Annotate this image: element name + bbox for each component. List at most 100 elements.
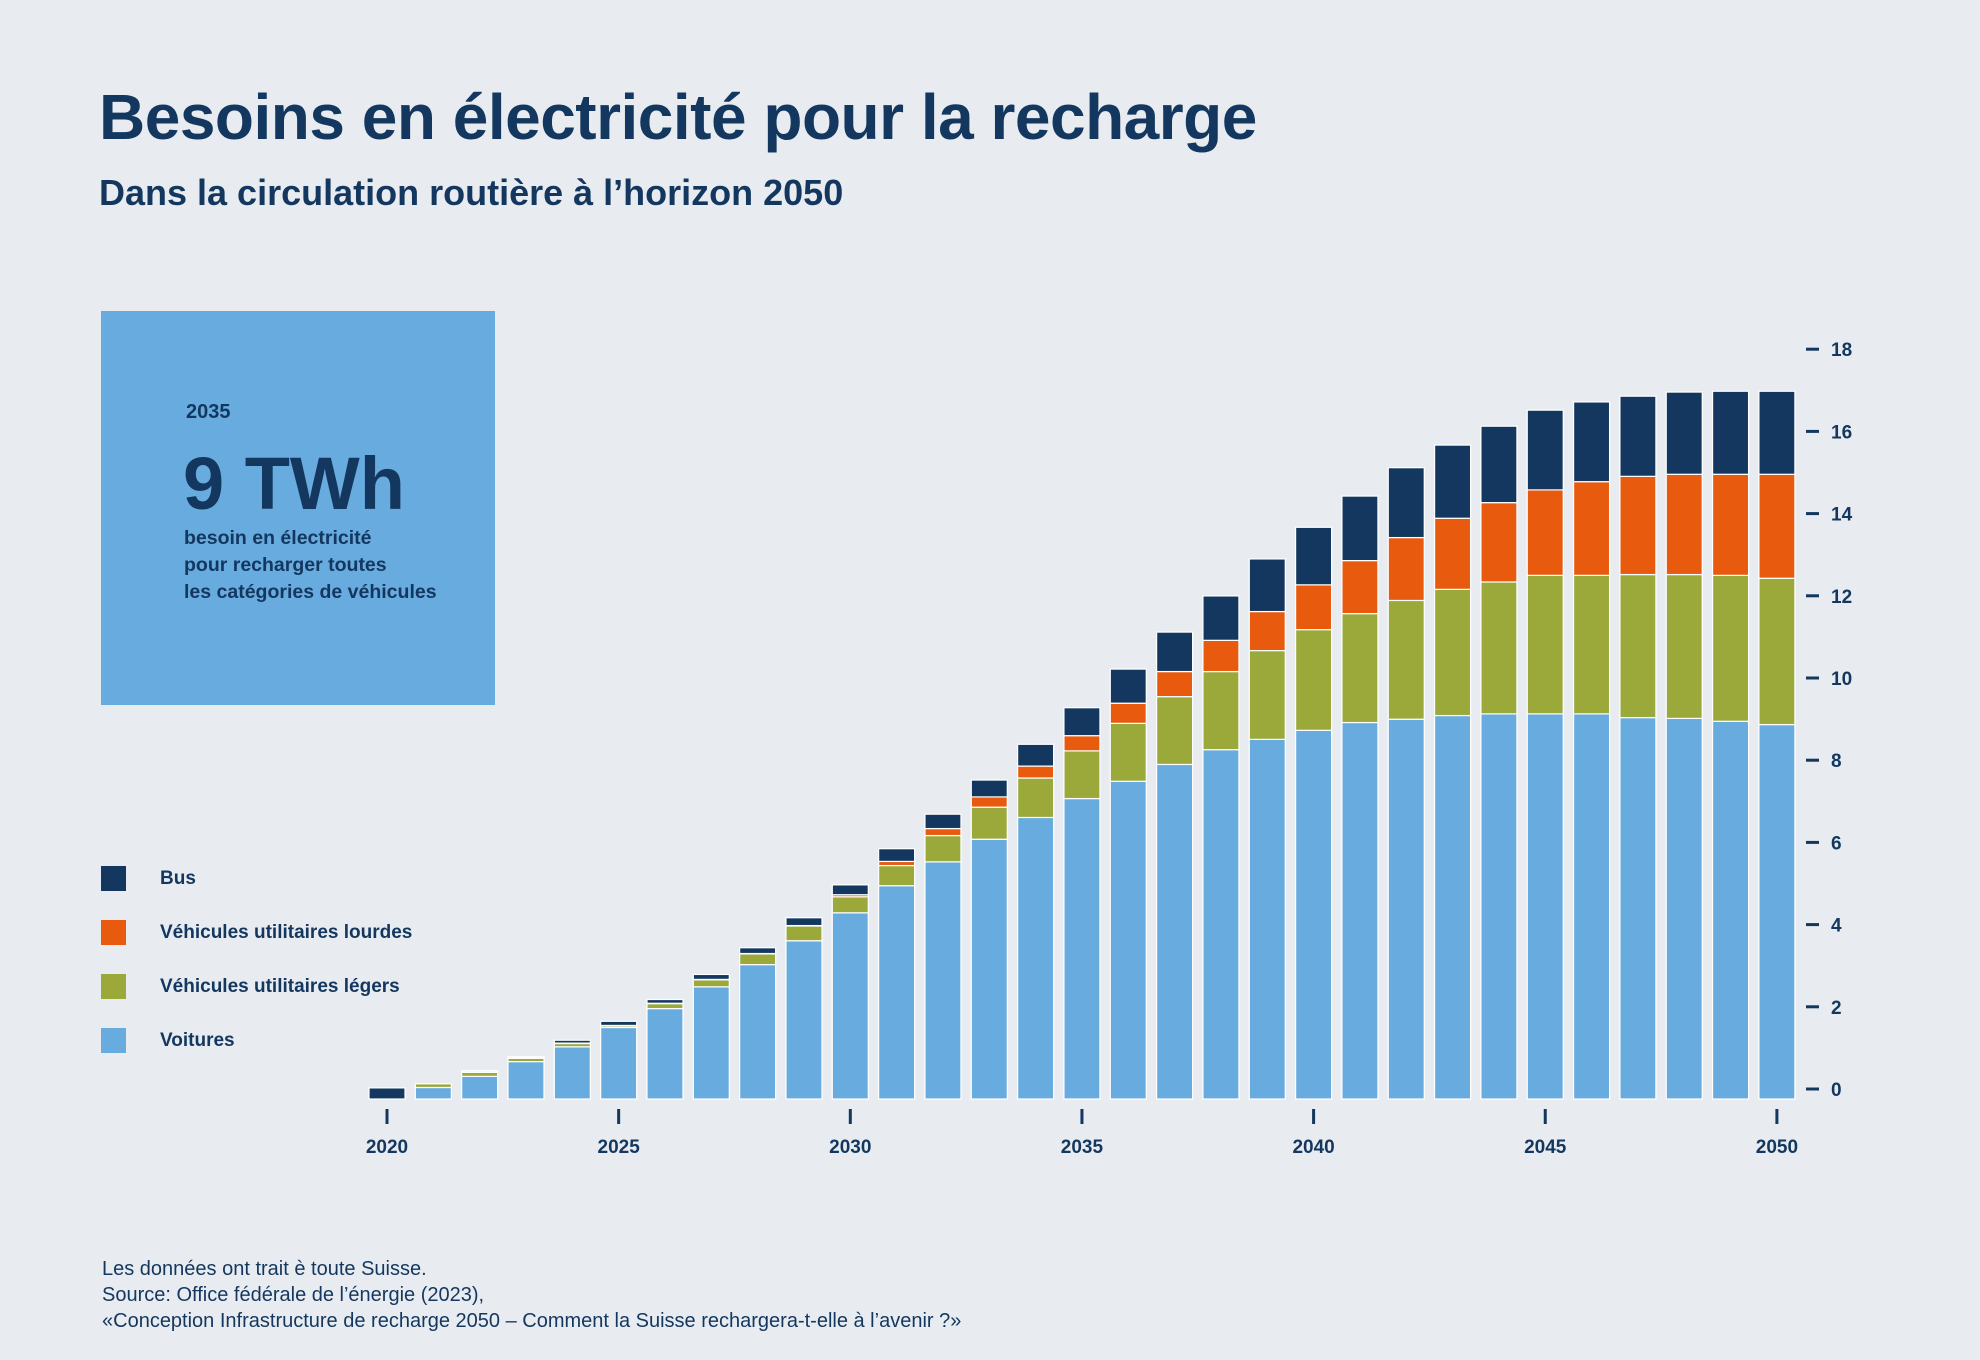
bar-segment-2031-v-hicules-utilitaires-lourdes xyxy=(878,860,916,867)
y-tick-label: 18 xyxy=(1831,340,1852,361)
bar-segment-2047-v-hicules-utilitaires-l-gers xyxy=(1619,573,1657,719)
bar-segment-2042-bus xyxy=(1387,467,1425,539)
bar-segment-2036-v-hicules-utilitaires-l-gers xyxy=(1109,722,1147,782)
bar-segment-2028-voitures xyxy=(739,964,777,1100)
bar-segment-2037-v-hicules-utilitaires-l-gers xyxy=(1156,696,1194,766)
page-title: Besoins en électricité pour la recharge xyxy=(99,81,1257,153)
bar-segment-2044-voitures xyxy=(1480,713,1518,1100)
bar-segment-2026-voitures xyxy=(646,1007,684,1100)
bar-segment-2049-v-hicules-utilitaires-l-gers xyxy=(1711,574,1750,722)
highlight-description: besoin en électricité pour recharger tou… xyxy=(184,525,484,606)
bar-segment-2048-bus xyxy=(1665,391,1703,475)
bar-segment-2045-v-hicules-utilitaires-l-gers xyxy=(1526,574,1564,715)
bar-segment-2035-voitures xyxy=(1063,797,1101,1100)
bar-segment-2043-v-hicules-utilitaires-lourdes xyxy=(1433,517,1472,590)
bar-segment-2033-v-hicules-utilitaires-lourdes xyxy=(970,796,1008,808)
bar-segment-2032-bus xyxy=(924,813,962,830)
legend-swatch-bus xyxy=(101,866,126,891)
bar-segment-2030-voitures xyxy=(831,912,869,1100)
bar-segment-2041-bus xyxy=(1341,495,1379,562)
bar-segment-2036-v-hicules-utilitaires-lourdes xyxy=(1109,702,1147,724)
bar-segment-2050-v-hicules-utilitaires-lourdes xyxy=(1758,473,1796,579)
y-tick-label: 12 xyxy=(1831,587,1852,608)
bar-segment-2039-voitures xyxy=(1248,738,1286,1100)
x-tick-label: 2040 xyxy=(1292,1137,1334,1158)
legend-item-heavy-vehicles: Véhicules utilitaires lourdes xyxy=(101,920,412,974)
footnote-line: «Conception Infrastructure de recharge 2… xyxy=(102,1310,962,1332)
bar-segment-2022-bus xyxy=(461,1070,499,1073)
y-tick-label: 14 xyxy=(1831,505,1853,526)
bar-segment-2040-bus xyxy=(1294,526,1333,586)
bar-segment-2035-bus xyxy=(1063,707,1101,737)
bar-segment-2032-voitures xyxy=(924,861,962,1100)
bar-segment-2044-bus xyxy=(1480,425,1518,504)
x-tick-label: 2025 xyxy=(598,1137,641,1158)
bar-segment-2034-v-hicules-utilitaires-l-gers xyxy=(1017,777,1055,819)
bar-segment-2033-bus xyxy=(970,779,1008,798)
legend-label: Voitures xyxy=(160,1030,235,1051)
bar-segment-2039-v-hicules-utilitaires-l-gers xyxy=(1248,649,1286,740)
bar-segment-2031-voitures xyxy=(878,885,916,1100)
bar-segment-2050-bus xyxy=(1758,390,1796,475)
bar-segment-2046-bus xyxy=(1572,401,1611,483)
legend-label: Véhicules utilitaires légers xyxy=(160,976,400,997)
bar-segment-2043-bus xyxy=(1433,444,1472,519)
y-tick-label: 8 xyxy=(1831,751,1842,772)
legend-item-light-vehicles: Véhicules utilitaires légers xyxy=(101,974,400,1028)
bar-segment-2036-voitures xyxy=(1109,780,1147,1100)
bar-segment-2028-bus xyxy=(739,947,777,955)
bar-segment-2027-voitures xyxy=(692,986,730,1100)
bar-segment-2045-voitures xyxy=(1526,713,1564,1100)
bar-segment-2047-v-hicules-utilitaires-lourdes xyxy=(1619,475,1657,576)
bar-segment-2028-v-hicules-utilitaires-l-gers xyxy=(739,953,777,966)
bar-segment-2026-bus xyxy=(646,998,684,1004)
bar-segment-2040-v-hicules-utilitaires-lourdes xyxy=(1294,584,1333,631)
bar-segment-2034-voitures xyxy=(1017,816,1055,1100)
bar-segment-2038-voitures xyxy=(1202,749,1240,1100)
bar-segment-2033-voitures xyxy=(970,838,1008,1100)
legend-swatch-cars xyxy=(101,1028,126,1053)
x-tick-label: 2050 xyxy=(1756,1137,1798,1158)
bar-segment-2041-voitures xyxy=(1341,721,1379,1100)
y-tick-label: 0 xyxy=(1831,1080,1842,1101)
bar-segment-2043-voitures xyxy=(1433,714,1472,1100)
bar-segment-2027-bus xyxy=(692,973,730,980)
bar-segment-2043-v-hicules-utilitaires-l-gers xyxy=(1433,588,1472,717)
legend: Bus Véhicules utilitaires lourdes Véhicu… xyxy=(101,866,412,1082)
bar-segment-2026-v-hicules-utilitaires-l-gers xyxy=(646,1003,684,1010)
bar-segment-2029-bus xyxy=(785,917,823,927)
bar-segment-2031-v-hicules-utilitaires-l-gers xyxy=(878,864,916,887)
bar-segment-2046-v-hicules-utilitaires-lourdes xyxy=(1572,481,1611,576)
bar-segment-2035-v-hicules-utilitaires-l-gers xyxy=(1063,750,1101,800)
bar-segment-2045-v-hicules-utilitaires-lourdes xyxy=(1526,489,1564,576)
bar-segment-2044-v-hicules-utilitaires-l-gers xyxy=(1480,581,1518,715)
bar-segment-2048-voitures xyxy=(1665,717,1703,1100)
bar-segment-2047-voitures xyxy=(1619,716,1657,1100)
bar-segment-2033-v-hicules-utilitaires-l-gers xyxy=(970,806,1008,840)
legend-label: Bus xyxy=(160,868,196,889)
bar-segment-2034-bus xyxy=(1017,743,1055,767)
bar-segment-2037-voitures xyxy=(1156,763,1194,1100)
x-tick-label: 2020 xyxy=(366,1137,408,1158)
bar-segment-2032-v-hicules-utilitaires-l-gers xyxy=(924,834,962,863)
legend-item-cars: Voitures xyxy=(101,1028,235,1082)
bar-segment-2030-bus xyxy=(831,884,869,896)
bar-segment-2037-v-hicules-utilitaires-lourdes xyxy=(1156,670,1194,698)
bar-segment-2048-v-hicules-utilitaires-lourdes xyxy=(1665,473,1703,576)
bar-segment-2047-bus xyxy=(1619,395,1657,477)
bar-segment-2020-bus xyxy=(368,1087,406,1100)
highlight-description-line: besoin en électricité xyxy=(184,527,372,549)
bar-segment-2024-voitures xyxy=(553,1046,591,1100)
bar-segment-2031-bus xyxy=(878,848,916,863)
bar-segment-2040-v-hicules-utilitaires-l-gers xyxy=(1294,629,1333,731)
highlight-value: 9 TWh xyxy=(183,442,405,525)
bar-segment-2034-v-hicules-utilitaires-lourdes xyxy=(1017,765,1055,779)
bar-segment-2025-bus xyxy=(600,1020,638,1027)
bar-segment-2037-bus xyxy=(1156,631,1194,673)
bar-segment-2041-v-hicules-utilitaires-l-gers xyxy=(1341,613,1379,724)
bar-segment-2038-v-hicules-utilitaires-lourdes xyxy=(1202,639,1240,673)
y-tick-label: 6 xyxy=(1831,833,1842,854)
y-tick-label: 16 xyxy=(1831,422,1852,443)
bar-segment-2046-voitures xyxy=(1572,713,1611,1100)
